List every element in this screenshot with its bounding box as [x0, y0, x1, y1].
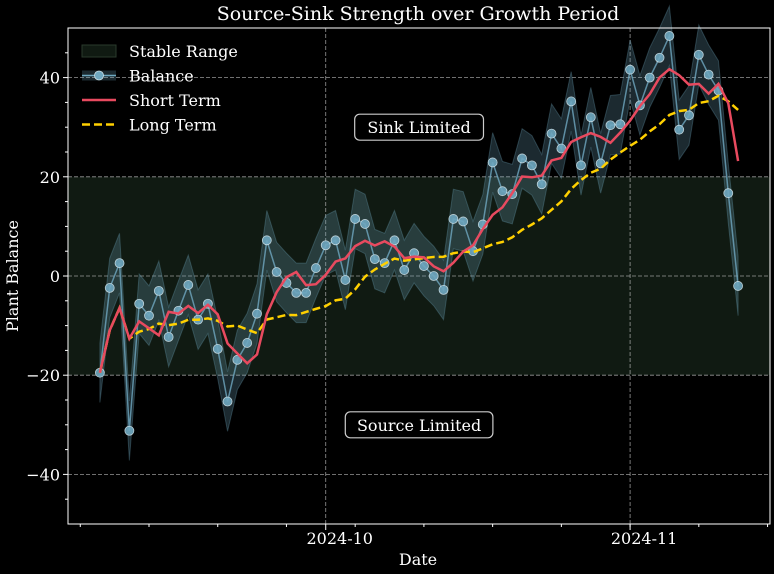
legend-label-long-term: Long Term [129, 116, 217, 135]
balance-point [222, 396, 233, 407]
balance-point [134, 298, 145, 309]
balance-point [419, 261, 429, 271]
y-tick-label: 40 [40, 69, 60, 88]
balance-point [723, 188, 734, 199]
balance-point [458, 216, 469, 227]
legend-swatch-balance-marker [94, 70, 104, 81]
balance-point [438, 284, 449, 295]
balance-point [153, 285, 164, 296]
legend-label-short-term: Short Term [129, 91, 221, 110]
legend-label-balance: Balance [129, 67, 194, 86]
balance-point [428, 271, 439, 281]
balance-point [242, 338, 253, 348]
balance-point [291, 287, 302, 298]
y-tick-label: −40 [26, 465, 60, 484]
long-term-line [98, 94, 739, 374]
annotation-box [354, 113, 485, 141]
axes-frame [67, 27, 771, 525]
balance-point [163, 332, 174, 342]
balance-point [566, 96, 577, 107]
balance-uncertainty-band [99, 4, 739, 461]
balance-point [144, 310, 154, 321]
y-tick-label: 0 [50, 267, 60, 286]
legend: Stable Range Balance Short Term Long Term [81, 42, 238, 135]
balance-point [330, 235, 341, 246]
balance-point [301, 287, 311, 298]
balance-point [360, 219, 370, 229]
balance-point [271, 267, 282, 277]
balance-point [703, 69, 714, 80]
balance-point [664, 31, 675, 41]
chart-title: Source-Sink Strength over Growth Period [217, 3, 620, 25]
balance-point [311, 263, 321, 273]
balance-point [615, 119, 626, 130]
balance-point [369, 254, 380, 265]
balance-point [487, 157, 498, 168]
x-tick-label: 2024-11 [611, 529, 677, 548]
balance-point [261, 235, 272, 246]
balance-point [448, 214, 459, 224]
balance-point [684, 110, 694, 121]
balance-point [625, 64, 635, 75]
balance-point [576, 160, 586, 171]
legend-swatch-stable-range [81, 44, 117, 58]
balance-point [399, 265, 410, 275]
balance-point [497, 186, 508, 197]
y-tick-label: −20 [26, 366, 60, 385]
y-axis-label: Plant Balance [3, 220, 22, 332]
balance-point [527, 160, 537, 171]
balance-point [644, 72, 655, 83]
balance-point [389, 235, 400, 246]
balance-point [605, 120, 616, 131]
balance-point [212, 344, 223, 354]
balance-point [585, 112, 596, 123]
y-tick-label: 20 [40, 168, 60, 187]
balance-point [232, 354, 243, 365]
legend-label-stable-range: Stable Range [129, 42, 238, 61]
plot-area: −40 −20 0 20 40 2024-10 2024-11 Sink Limited Sou… [26, 4, 771, 548]
balance-point [340, 275, 351, 285]
x-axis-label: Date [399, 550, 437, 569]
balance-point [104, 283, 115, 293]
balance-point [114, 258, 125, 269]
annotation-label: Sink Limited [367, 118, 470, 137]
balance-point [517, 153, 527, 164]
balance-point [536, 179, 547, 190]
balance-point [183, 280, 194, 290]
balance-point [693, 49, 704, 60]
balance-point [252, 308, 262, 319]
annotation-box [344, 411, 494, 439]
balance-point [546, 128, 557, 139]
annotation-label: Source Limited [357, 416, 481, 435]
balance-point [674, 124, 685, 135]
balance-point [350, 214, 361, 224]
balance-point [320, 240, 331, 251]
balance-point [124, 425, 135, 436]
balance-point [654, 52, 665, 63]
short-term-line [98, 67, 740, 374]
x-tick-label: 2024-10 [306, 529, 372, 548]
balance-point [733, 281, 743, 291]
